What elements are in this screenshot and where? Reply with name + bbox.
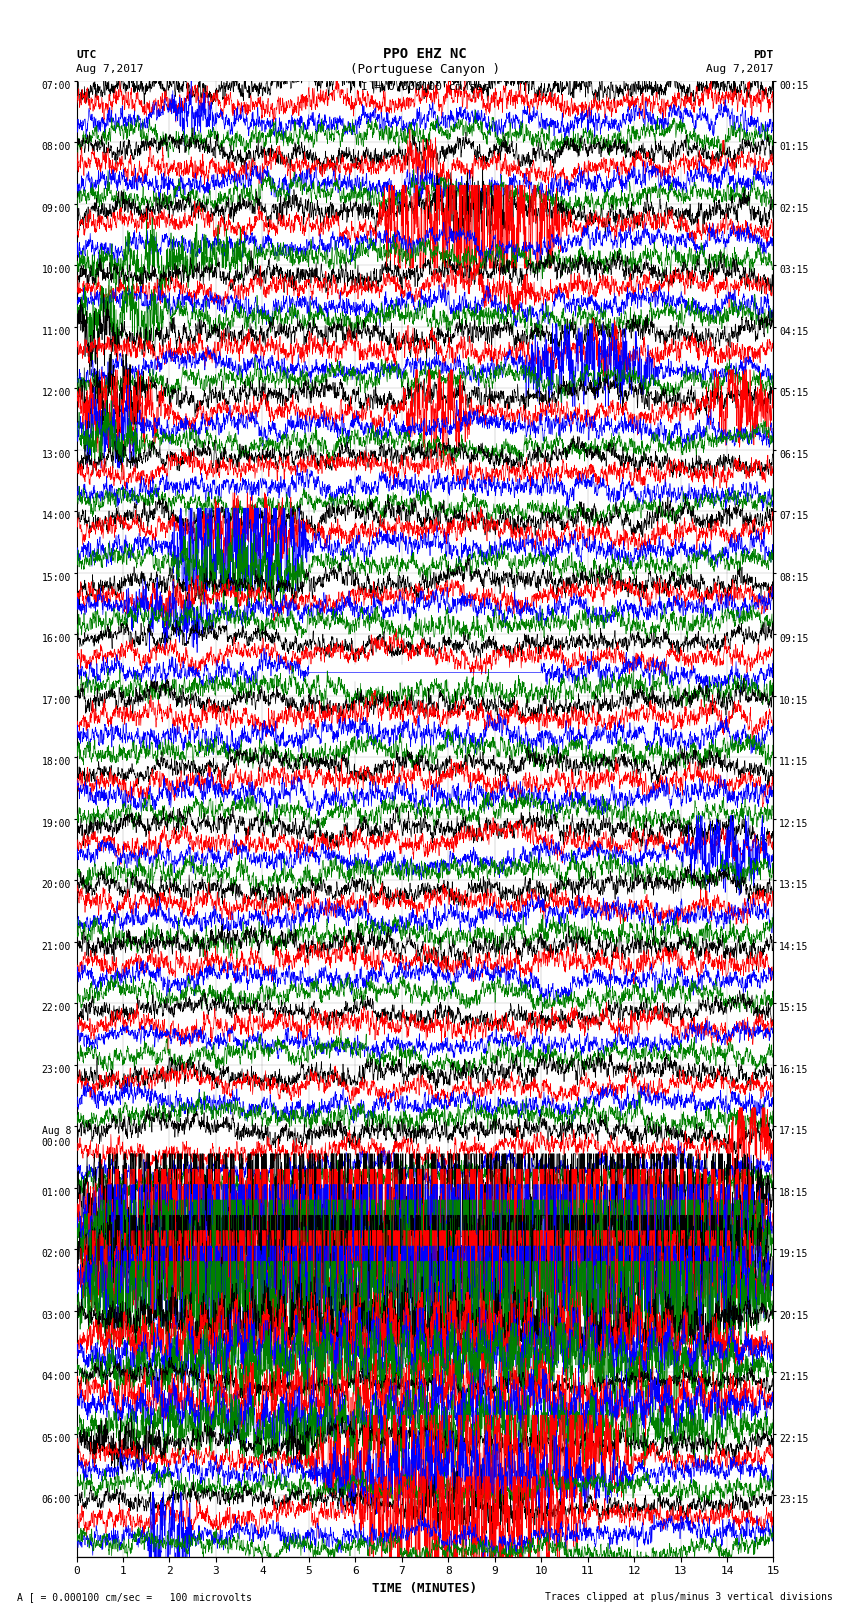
Text: Aug 7,2017: Aug 7,2017 (706, 65, 774, 74)
Text: PDT: PDT (753, 50, 774, 60)
X-axis label: TIME (MINUTES): TIME (MINUTES) (372, 1582, 478, 1595)
Text: Traces clipped at plus/minus 3 vertical divisions: Traces clipped at plus/minus 3 vertical … (545, 1592, 833, 1602)
Text: I = 0.000100 cm/sec: I = 0.000100 cm/sec (361, 82, 489, 92)
Text: Aug 7,2017: Aug 7,2017 (76, 65, 144, 74)
Text: UTC: UTC (76, 50, 97, 60)
Text: A [ = 0.000100 cm/sec =   100 microvolts: A [ = 0.000100 cm/sec = 100 microvolts (17, 1592, 252, 1602)
Text: (Portuguese Canyon ): (Portuguese Canyon ) (350, 63, 500, 76)
Text: PPO EHZ NC: PPO EHZ NC (383, 47, 467, 61)
